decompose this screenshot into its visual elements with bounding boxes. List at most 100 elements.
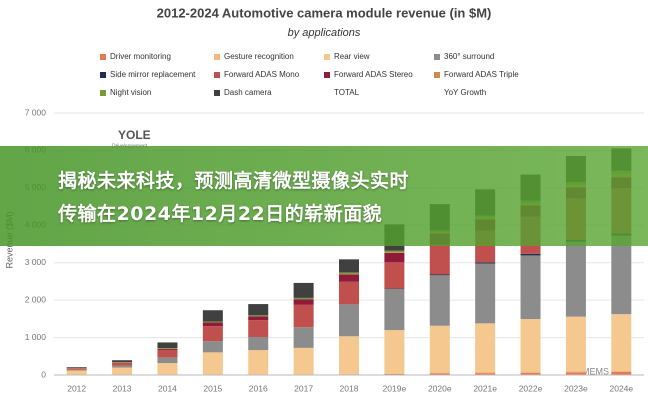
watermark: MEMS [582, 366, 609, 376]
bar-segment [202, 341, 223, 353]
bar-segment [565, 316, 586, 371]
x-tick-label: 2024e [609, 383, 633, 393]
legend-swatch [324, 72, 330, 78]
legend-label: TOTAL [334, 88, 360, 97]
bar-segment [384, 262, 405, 289]
bar-segment [66, 367, 87, 368]
y-tick-label: 0 [41, 369, 46, 379]
bar-segment [293, 297, 314, 300]
bar-segment [429, 372, 450, 374]
y-tick-label: 2 000 [25, 294, 47, 304]
bar-segment [157, 342, 178, 349]
legend-label: Driver monitoring [110, 52, 171, 61]
bar-segment [339, 373, 359, 375]
legend-label: Forward ADAS Stereo [334, 70, 413, 79]
bar-segment [520, 253, 541, 256]
bar-segment [384, 252, 405, 263]
bar-segment [248, 350, 269, 375]
bar-segment [248, 337, 269, 351]
bar-segment [475, 262, 496, 264]
bar-segment [475, 263, 496, 324]
bar-segment [157, 349, 178, 358]
bar-segment [611, 314, 632, 371]
bar-segment [565, 370, 586, 373]
bar-segment [475, 323, 496, 373]
bar-segment [202, 321, 223, 323]
bar-segment [248, 320, 269, 338]
x-tick-label: 2020e [428, 383, 452, 393]
bar-segment [293, 304, 314, 328]
bar-segment [339, 336, 359, 374]
bar-segment [157, 363, 178, 375]
chart-subtitle: by applications [288, 27, 361, 39]
bar-segment [429, 275, 450, 326]
bar-segment [520, 372, 541, 375]
bar-segment [112, 362, 133, 366]
banner-line: 传输在2024年12月22日的崭新面貌 [58, 203, 383, 225]
bar-segment [66, 370, 87, 375]
bar-segment [611, 372, 632, 375]
legend-swatch [214, 72, 220, 78]
bar-segment [339, 259, 359, 273]
banner-line: 揭秘未来科技，预测高清微型摄像头实时 [58, 170, 410, 192]
legend-label: Dash camera [224, 88, 272, 97]
bar-segment [429, 325, 450, 373]
legend-swatch [100, 54, 106, 60]
bar-segment [112, 367, 133, 375]
legend-swatch [100, 90, 106, 96]
y-tick-label: 3 000 [25, 257, 47, 267]
bar-segment [66, 368, 87, 370]
legend-swatch [100, 72, 106, 78]
x-tick-label: 2018 [340, 383, 359, 393]
x-tick-label: 2021e [473, 383, 497, 393]
legend-label: Rear view [334, 52, 370, 61]
bar-segment [339, 274, 359, 282]
bar-segment [384, 373, 405, 375]
legend-label: Side mirror replacement [110, 70, 196, 79]
bar-segment [157, 348, 178, 349]
legend-swatch [434, 54, 440, 60]
bar-segment [293, 299, 314, 305]
bar-segment [520, 255, 541, 320]
logo: YOLE [118, 128, 151, 142]
bar-segment [429, 274, 450, 276]
banner: 揭秘未来科技，预测高清微型摄像头实时 传输在2024年12月22日的崭新面貌 [0, 146, 648, 246]
bar-segment [112, 360, 133, 363]
bar-segment [475, 373, 496, 375]
bar-segment [66, 369, 87, 371]
legend-label: Forward ADAS Triple [444, 70, 519, 79]
x-tick-label: 2023e [564, 383, 588, 393]
bar-segment [384, 250, 405, 253]
x-tick-label: 2015 [203, 383, 222, 393]
bar-segment [202, 310, 223, 322]
bar-segment [157, 357, 178, 364]
bar-segment [611, 235, 632, 315]
bar-segment [384, 288, 405, 331]
y-tick-label: 7 000 [25, 107, 47, 117]
bar-segment [202, 352, 223, 375]
bar-segment [112, 362, 133, 363]
legend-swatch [434, 72, 440, 78]
legend-label: 360° surround [444, 52, 494, 61]
bar-segment [339, 281, 359, 305]
bar-segment [248, 316, 269, 321]
legend-label: YoY Growth [444, 88, 486, 97]
bar-segment [565, 241, 586, 317]
bar-segment [202, 322, 223, 327]
bar-segment [293, 347, 314, 375]
bar-segment [384, 330, 405, 374]
bar-segment [339, 304, 359, 337]
bar-segment [429, 373, 450, 375]
x-tick-label: 2016 [249, 383, 268, 393]
bar-segment [112, 365, 133, 368]
bar-segment [384, 373, 405, 374]
x-tick-label: 2014 [158, 383, 177, 393]
legend-swatch [214, 90, 220, 96]
bar-segment [384, 252, 405, 253]
chart-title: 2012-2024 Automotive camera module reven… [157, 5, 492, 20]
bar-segment [475, 372, 496, 374]
x-tick-label: 2012 [67, 383, 86, 393]
legend-label: Gesture recognition [224, 52, 294, 61]
bar-segment [157, 348, 178, 350]
